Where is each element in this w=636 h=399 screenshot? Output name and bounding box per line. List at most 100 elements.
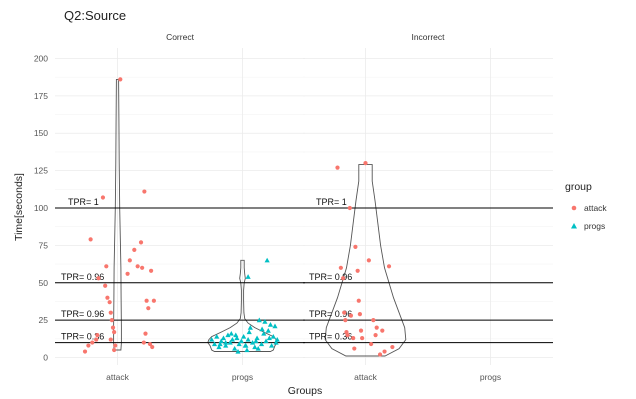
point-attack — [103, 283, 108, 288]
point-attack — [95, 332, 100, 338]
point-attack — [335, 165, 340, 170]
point-progs — [227, 339, 233, 345]
point-attack — [108, 337, 113, 342]
point-progs — [255, 345, 261, 351]
legend-key-progs — [571, 223, 577, 229]
point-progs — [256, 317, 262, 323]
point-attack — [369, 341, 374, 347]
point-attack — [132, 247, 137, 252]
point-attack — [135, 264, 140, 269]
point-attack — [371, 318, 376, 323]
point-progs — [270, 333, 276, 339]
point-progs — [242, 342, 248, 348]
point-attack — [352, 346, 357, 351]
point-progs — [228, 330, 234, 336]
point-attack — [141, 340, 146, 345]
point-progs — [245, 274, 251, 279]
point-attack — [353, 244, 358, 249]
point-attack — [96, 276, 101, 281]
y-tick-label: 50 — [39, 278, 49, 288]
point-progs — [232, 345, 238, 351]
y-tick-label: 175 — [34, 91, 48, 101]
point-progs — [258, 341, 265, 347]
point-progs — [274, 336, 280, 342]
point-progs — [266, 335, 272, 341]
threshold-label: TPR= 0.96 — [309, 309, 352, 319]
violin-incorrect-attack — [324, 164, 407, 357]
point-attack — [338, 265, 343, 270]
point-progs — [273, 339, 279, 345]
legend-key-attack — [571, 205, 577, 211]
threshold-label: TPR= 0.96 — [309, 272, 352, 282]
point-attack — [107, 300, 112, 305]
threshold-label: TPR= 0.36 — [309, 332, 352, 342]
point-attack — [125, 271, 130, 276]
point-progs — [211, 341, 218, 347]
y-tick-label: 150 — [34, 128, 48, 138]
threshold-label: TPR= 1 — [316, 197, 347, 207]
chart-title: Q2:Source — [64, 8, 126, 23]
y-tick-label: 25 — [39, 315, 49, 325]
point-attack — [351, 335, 356, 341]
point-progs — [252, 344, 258, 350]
y-tick-label: 0 — [43, 353, 48, 363]
point-attack — [105, 295, 110, 300]
point-progs — [247, 325, 253, 330]
point-progs — [253, 338, 259, 344]
point-attack — [140, 265, 145, 270]
point-attack — [348, 313, 354, 318]
point-attack — [113, 343, 118, 348]
point-attack — [110, 325, 116, 330]
point-attack — [112, 330, 117, 335]
point-attack — [366, 258, 371, 263]
data-points — [82, 77, 395, 357]
point-attack — [108, 310, 113, 315]
point-attack — [357, 312, 362, 317]
point-progs — [236, 341, 242, 347]
threshold-label: TPR= 0.96 — [61, 272, 104, 282]
legend-label-progs: progs — [584, 221, 605, 231]
violin-correct-attack — [113, 78, 122, 351]
threshold-label: TPR= 0.96 — [61, 309, 104, 319]
point-attack — [144, 298, 149, 303]
point-attack — [104, 264, 109, 269]
point-progs — [229, 336, 236, 342]
point-attack — [356, 298, 361, 303]
threshold-label: TPR= 1 — [68, 197, 99, 207]
point-progs — [216, 344, 222, 350]
point-progs — [234, 335, 240, 341]
point-attack — [342, 310, 347, 315]
point-progs — [259, 326, 265, 332]
point-attack — [345, 332, 350, 338]
point-attack — [341, 276, 346, 281]
threshold-lines: TPR= 1 TPR= 0.96 TPR= 0.96 TPR= 0.36 TPR= 1 T… — [55, 197, 553, 344]
point-attack — [88, 237, 93, 242]
gridlines — [55, 48, 553, 365]
point-progs — [246, 329, 252, 335]
point-attack — [374, 325, 379, 330]
point-progs — [244, 347, 250, 353]
facet-strip-correct: Correct — [166, 32, 195, 42]
point-progs — [217, 341, 223, 347]
point-attack — [146, 306, 151, 311]
y-tick-label: 125 — [34, 166, 48, 176]
point-attack — [373, 332, 378, 338]
point-attack — [82, 349, 88, 354]
threshold-label: TPR= 0.36 — [61, 332, 104, 342]
point-progs — [209, 336, 215, 342]
point-progs — [272, 323, 278, 329]
point-attack — [149, 268, 154, 273]
point-attack — [138, 240, 144, 245]
point-attack — [118, 77, 123, 82]
point-progs — [261, 330, 267, 336]
y-tick-label: 200 — [34, 53, 48, 63]
point-progs — [223, 339, 229, 345]
point-attack — [377, 352, 383, 357]
point-attack — [390, 344, 395, 350]
x-tick-label: progs — [232, 372, 253, 382]
point-attack — [363, 161, 368, 166]
point-progs — [233, 332, 239, 338]
y-axis-title: Time[seconds] — [13, 173, 25, 241]
x-tick-label: attack — [106, 372, 129, 382]
point-attack — [355, 268, 360, 273]
